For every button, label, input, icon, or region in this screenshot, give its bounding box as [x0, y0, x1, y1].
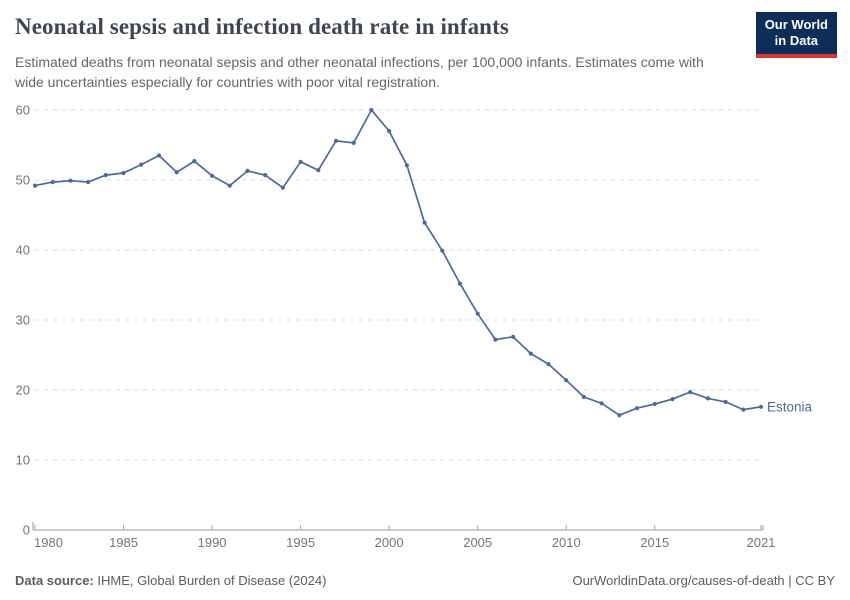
data-point: [652, 401, 657, 407]
data-point: [617, 413, 622, 418]
data-point: [723, 399, 728, 404]
data-point: [50, 180, 55, 185]
data-point: [581, 394, 587, 400]
x-axis-tick-label: 2000: [375, 535, 404, 550]
y-axis-tick-label: 60: [16, 103, 30, 118]
data-point: [546, 362, 551, 367]
data-source-label: Data source:: [15, 573, 94, 588]
page-title: Neonatal sepsis and infection death rate…: [15, 14, 509, 39]
data-point: [564, 378, 569, 383]
credit-link[interactable]: OurWorldinData.org/causes-of-death | CC …: [572, 573, 835, 588]
data-point: [440, 248, 445, 253]
data-point: [351, 140, 356, 145]
data-point: [634, 406, 640, 411]
x-axis-tick-label: 1990: [198, 535, 227, 550]
data-source-text: IHME, Global Burden of Disease (2024): [93, 573, 327, 588]
x-axis-tick-label: 1980: [34, 535, 63, 550]
data-point: [599, 401, 604, 406]
data-point: [68, 178, 73, 183]
line-chart[interactable]: 0 10 20 30 40 50 60 1980 1985 1990 1995 2000 2005 201…: [0, 89, 850, 561]
data-point: [298, 159, 303, 164]
x-axis-tick-label: 2010: [552, 535, 581, 550]
data-point: [510, 334, 516, 339]
chart-subtitle: Estimated deaths from neonatal sepsis an…: [15, 54, 704, 91]
data-point: [688, 390, 693, 395]
data-point: [705, 396, 711, 401]
data-point: [475, 311, 480, 316]
data-point: [493, 337, 498, 342]
data-point: [139, 162, 144, 167]
data-point: [103, 173, 108, 178]
y-axis-tick-label: 0: [23, 523, 30, 538]
data-point: [156, 153, 162, 158]
data-source: Data source: IHME, Global Burden of Dise…: [15, 573, 326, 588]
y-axis-tick-label: 10: [16, 453, 30, 468]
owid-logo-line2: in Data: [774, 33, 819, 49]
owid-logo[interactable]: Our World in Data: [755, 12, 837, 58]
data-point: [316, 168, 321, 173]
data-point: [758, 404, 764, 409]
x-axis-tick-label: 1985: [109, 535, 138, 550]
x-axis-tick-label: 1995: [286, 535, 315, 550]
data-point: [670, 397, 675, 402]
data-point: [528, 351, 533, 356]
data-point: [227, 183, 232, 188]
owid-logo-line1: Our World: [764, 17, 828, 32]
data-point: [369, 107, 374, 113]
series-label-estonia[interactable]: Estonia: [767, 399, 813, 414]
data-point: [404, 163, 409, 168]
data-point: [387, 128, 392, 134]
data-point: [741, 407, 746, 412]
data-point: [210, 173, 215, 178]
estonia-line: [34, 109, 762, 417]
y-axis-tick-label: 50: [16, 173, 30, 188]
data-point: [263, 173, 268, 178]
data-point: [422, 220, 427, 225]
data-point: [457, 281, 463, 286]
data-point: [174, 170, 179, 175]
y-axis-tick-label: 20: [16, 383, 30, 398]
y-axis-tick-label: 30: [16, 313, 30, 328]
x-axis-tick-label: 2015: [640, 535, 669, 550]
data-point: [280, 185, 285, 190]
data-point: [192, 159, 197, 164]
x-axis-tick-label: 2005: [463, 535, 492, 550]
x-axis-tick-label: 2021: [747, 535, 776, 550]
data-point: [245, 168, 250, 173]
y-axis-tick-label: 40: [16, 243, 30, 258]
data-point: [86, 180, 91, 185]
data-point: [121, 170, 126, 176]
chart-footer: Data source: IHME, Global Burden of Dise…: [15, 573, 835, 588]
data-point: [32, 183, 38, 188]
data-point: [333, 138, 339, 143]
